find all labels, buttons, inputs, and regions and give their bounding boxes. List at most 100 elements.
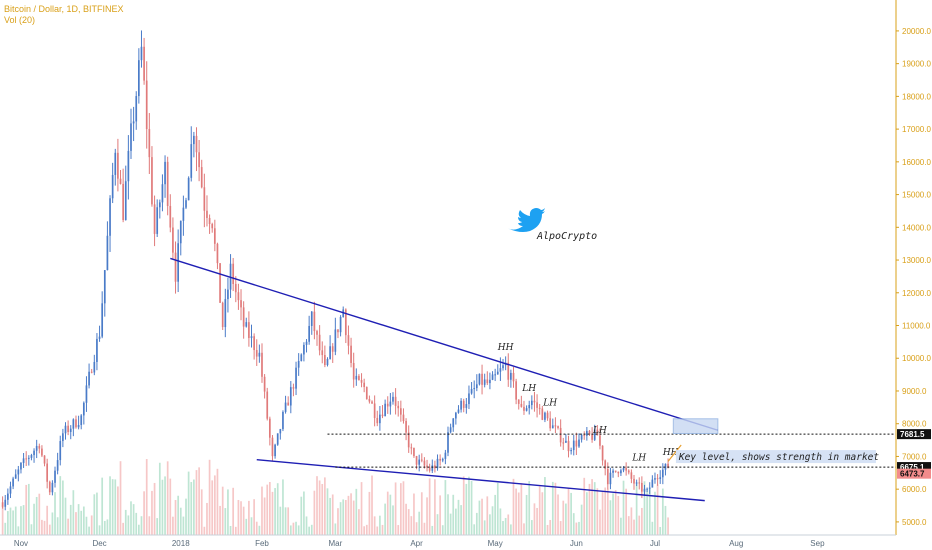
x-tick-label: 2018 <box>172 539 190 548</box>
volume-bar <box>651 521 654 535</box>
volume-bar <box>562 500 565 535</box>
volume-bar <box>258 525 261 535</box>
candle-body <box>499 368 502 372</box>
volume-bar <box>449 513 452 535</box>
candle-body <box>572 440 575 451</box>
candle-body <box>410 447 413 449</box>
candle-body <box>465 404 468 408</box>
volume-bar <box>586 492 588 535</box>
candle-body <box>195 135 198 153</box>
volume-bar <box>575 522 578 535</box>
candle-body <box>544 412 546 420</box>
candle-body <box>295 367 297 389</box>
volume-bar <box>195 470 198 535</box>
candle-body <box>420 459 423 461</box>
candle-body <box>397 405 400 409</box>
volume-bar <box>462 476 465 535</box>
volume-bar <box>420 492 423 535</box>
time-axis: Nov Dec 2018 Feb Mar Apr May Jun Jul Aug Sep <box>0 534 896 548</box>
x-tick-label: Feb <box>255 539 269 548</box>
volume-bar <box>570 492 572 535</box>
volume-bar <box>179 507 182 535</box>
candle-body <box>627 470 630 473</box>
volume-bar <box>182 516 185 535</box>
volume-bar <box>240 501 242 535</box>
volume-bar <box>4 522 7 535</box>
volume-bar <box>242 506 245 535</box>
volume-bar <box>593 482 596 535</box>
volume-bar <box>101 477 104 535</box>
volume-bar <box>9 507 12 535</box>
trendlines <box>170 257 896 502</box>
candle-body <box>457 409 460 413</box>
volume-bar <box>496 482 499 535</box>
volume-bar <box>303 491 305 535</box>
volume-bar <box>491 506 494 535</box>
volume-bar <box>347 495 350 535</box>
price-candles <box>1 30 669 511</box>
volume-bar <box>289 525 292 535</box>
candle-body <box>376 417 379 424</box>
candle-body <box>386 403 389 407</box>
candle-body <box>656 478 659 480</box>
key-level-note: Key level, shows strength in market <box>678 452 879 463</box>
swing-label: HH <box>662 448 679 458</box>
volume-bar <box>90 515 93 535</box>
candle-body <box>436 458 439 469</box>
volume-bar <box>22 505 25 535</box>
volume-bar <box>313 490 316 535</box>
volume-bar <box>111 479 114 535</box>
candle-body <box>399 408 402 415</box>
candle-body <box>85 385 88 403</box>
volume-bar <box>7 511 9 535</box>
candle-body <box>106 235 109 271</box>
volume-bar <box>617 496 620 535</box>
candle-body <box>96 338 98 362</box>
y-tick-label: 6000.0 <box>902 485 927 494</box>
volume-bar <box>284 507 287 535</box>
volume-bar <box>93 494 96 535</box>
candle-body <box>313 311 316 332</box>
candle-body <box>384 403 386 417</box>
volume-bar <box>75 512 77 535</box>
volume-bar <box>324 477 326 535</box>
candle-body <box>541 408 544 420</box>
candle-body <box>648 487 651 489</box>
volume-bar <box>51 512 54 535</box>
x-tick-label: Sep <box>810 539 825 548</box>
swing-label: LH <box>631 453 646 463</box>
candle-body <box>46 463 49 482</box>
volume-bar <box>229 525 232 535</box>
candle-body <box>143 46 145 81</box>
volume-bar <box>85 516 88 535</box>
candle-body <box>617 471 620 474</box>
volume-bar <box>12 510 14 535</box>
x-tick-label: May <box>488 539 503 548</box>
candle-body <box>185 200 187 208</box>
volume-bar <box>399 483 402 535</box>
volume-bar <box>510 524 512 535</box>
volume-bar <box>64 497 67 535</box>
candle-body <box>633 478 635 484</box>
volume-bar <box>460 505 462 535</box>
candle-body <box>166 161 169 206</box>
candle-body <box>549 418 552 429</box>
volume-bar <box>583 477 586 535</box>
volume-bar <box>622 480 625 535</box>
candle-body <box>177 243 180 282</box>
candle-body <box>172 227 174 253</box>
volume-bar <box>198 467 200 535</box>
volume-bar <box>360 482 363 535</box>
candle-body <box>533 400 536 403</box>
candle-body <box>641 482 643 492</box>
candle-body <box>169 205 172 228</box>
candle-body <box>538 407 541 409</box>
volume-bar <box>515 488 517 535</box>
y-tick-label: 20000.0 <box>902 27 931 36</box>
y-tick-label: 9000.0 <box>902 387 927 396</box>
candle-body <box>559 427 562 443</box>
volume-bar <box>405 503 407 535</box>
volume-bar <box>536 507 538 535</box>
volume-bar <box>43 520 46 535</box>
